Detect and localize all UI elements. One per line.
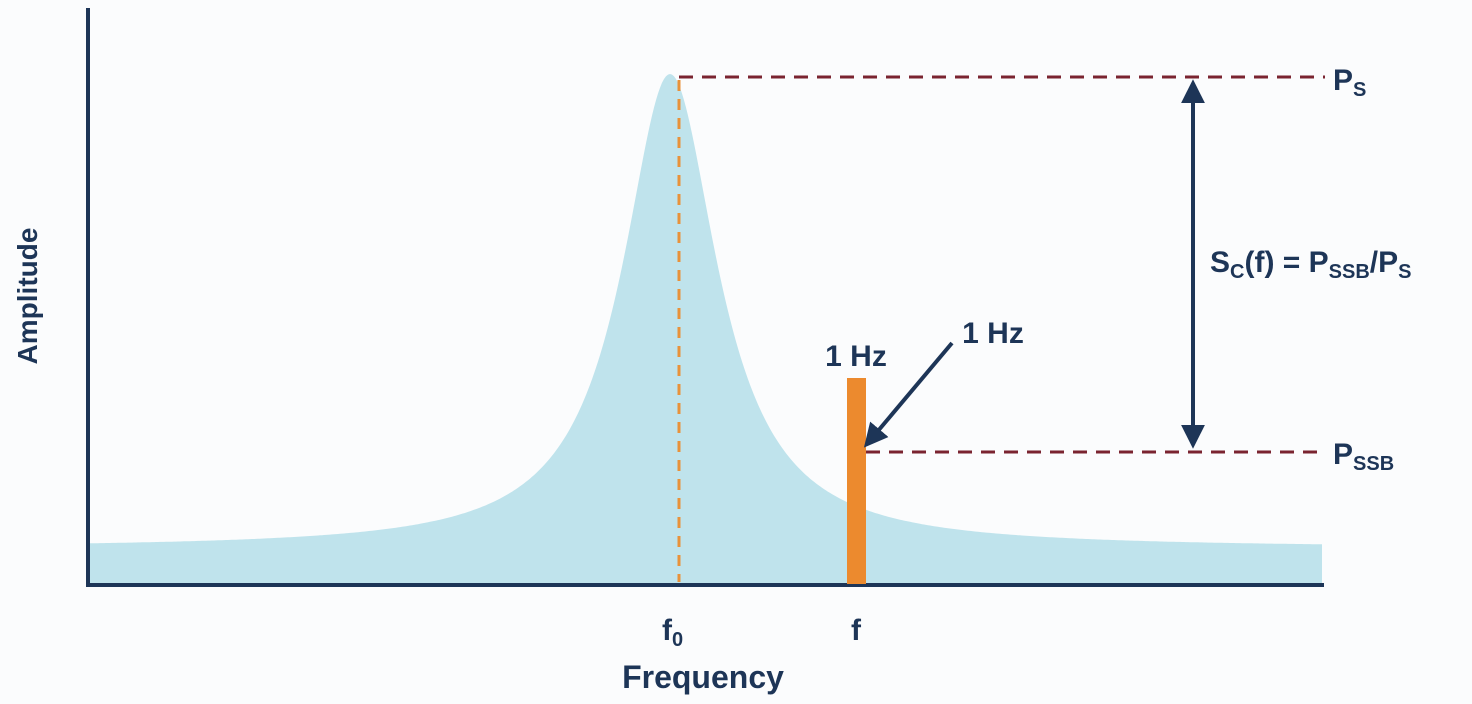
- 1hz-bandwidth-bar: [847, 378, 866, 584]
- carrier-power-label: PS: [1333, 64, 1366, 101]
- ssb-power-label: PSSB: [1333, 438, 1394, 475]
- f0-tick-label: f0: [662, 614, 683, 651]
- 1hz-arrow-label: 1 Hz: [962, 317, 1024, 350]
- phase-noise-formula: SC(f) = PSSB/PS: [1210, 246, 1411, 283]
- spectrum-curve: [90, 74, 1322, 585]
- y-axis-label: Amplitude: [12, 228, 43, 365]
- 1hz-pointer-arrow: [863, 341, 954, 448]
- x-axis-label: Frequency: [622, 659, 784, 695]
- f-tick-label: f: [851, 614, 862, 647]
- 1hz-bar-label: 1 Hz: [825, 340, 887, 373]
